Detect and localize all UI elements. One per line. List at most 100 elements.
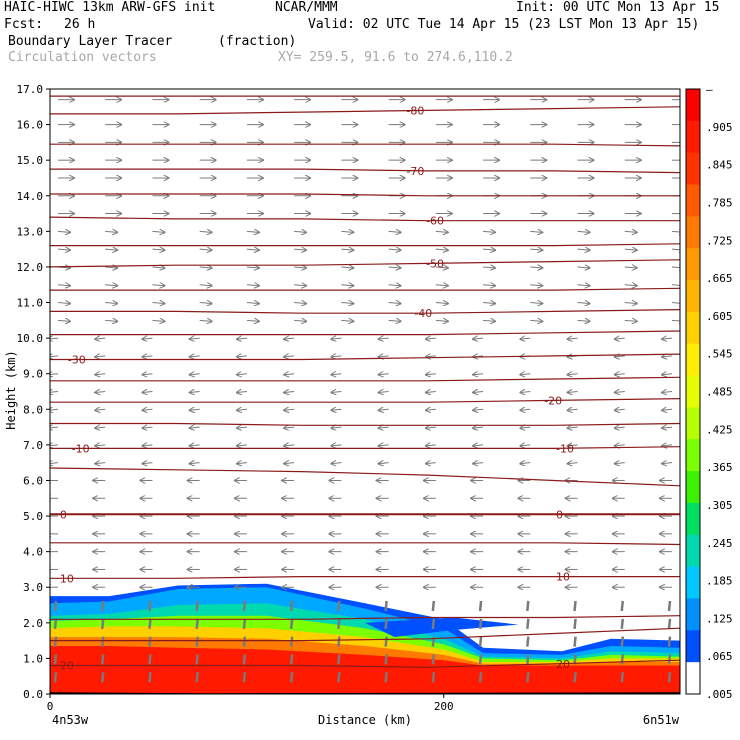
tracer-band-core bbox=[50, 646, 680, 694]
vector-arrow bbox=[478, 654, 483, 665]
vector-arrow bbox=[624, 249, 637, 250]
vector-arrow bbox=[337, 600, 341, 612]
vector-arrow bbox=[435, 231, 448, 232]
vector-arrow bbox=[237, 409, 247, 410]
vector-arrow bbox=[50, 463, 59, 464]
vector-arrow bbox=[284, 338, 295, 339]
vector-arrow bbox=[199, 303, 212, 304]
vector-arrow bbox=[379, 392, 389, 393]
vector-arrow bbox=[530, 231, 542, 232]
vector-arrow bbox=[526, 636, 530, 647]
colorbar-label: .665 bbox=[706, 272, 733, 285]
vector-arrow bbox=[615, 374, 625, 375]
colorbar-label: .065 bbox=[706, 650, 733, 663]
vector-arrow bbox=[667, 654, 672, 665]
contour-line--20 bbox=[50, 398, 680, 403]
contour-label: 0 bbox=[556, 508, 563, 521]
colorbar-cell bbox=[686, 280, 700, 313]
vector-arrow bbox=[105, 320, 117, 321]
vector-arrow bbox=[341, 285, 353, 286]
colorbar-cell bbox=[686, 216, 700, 249]
vector-arrow bbox=[478, 600, 483, 612]
y-axis: 0.0 1.0 2.0 3.0 4.0 5.0 6.0 7.0 8.0 9.0 10.0 11.0 12… bbox=[17, 83, 50, 701]
x-left-endpoint: 4n53w bbox=[52, 713, 89, 727]
vector-arrow bbox=[246, 303, 259, 304]
vector-arrow bbox=[57, 285, 70, 286]
vector-arrow bbox=[671, 267, 680, 268]
colorbar-cell bbox=[686, 502, 700, 536]
vector-arrow bbox=[242, 672, 247, 683]
vector-arrow bbox=[199, 249, 212, 250]
vector-arrow bbox=[237, 374, 247, 375]
x-axis-title: Distance (km) bbox=[318, 713, 412, 727]
vector-arrow bbox=[426, 409, 436, 410]
vector-arrow bbox=[530, 303, 542, 304]
vector-arrow bbox=[246, 267, 259, 268]
y-tick-label: 0.0 bbox=[23, 688, 43, 701]
vector-arrow bbox=[431, 600, 436, 612]
vector-arrow bbox=[520, 445, 531, 446]
vector-arrow bbox=[341, 320, 353, 321]
vector-arrow bbox=[53, 654, 58, 665]
vector-arrow bbox=[624, 231, 637, 232]
vector-arrow bbox=[667, 618, 672, 629]
vector-arrow bbox=[530, 285, 542, 286]
vector-arrow bbox=[620, 618, 625, 629]
colorbar-cell bbox=[686, 439, 700, 472]
vector-arrow bbox=[337, 672, 341, 683]
vector-arrow bbox=[568, 445, 578, 446]
vector-arrow bbox=[478, 636, 483, 647]
vector-arrow bbox=[294, 231, 306, 232]
vector-arrow bbox=[573, 618, 577, 629]
vector-arrow bbox=[246, 249, 259, 250]
vector-arrow bbox=[624, 303, 637, 304]
vector-arrow bbox=[671, 320, 680, 321]
vector-arrow bbox=[50, 356, 59, 357]
vector-arrow bbox=[152, 231, 164, 232]
vector-arrow bbox=[199, 267, 212, 268]
colorbar-cell bbox=[686, 534, 700, 568]
vector-arrow bbox=[388, 303, 401, 304]
vector-arrow bbox=[246, 231, 259, 232]
vector-arrow bbox=[284, 409, 295, 410]
vector-arrow bbox=[294, 267, 306, 268]
vector-arrow bbox=[426, 392, 436, 393]
contour-line bbox=[50, 615, 680, 620]
vector-arrow bbox=[284, 463, 295, 464]
vector-arrow bbox=[577, 320, 590, 321]
contour-line bbox=[50, 330, 680, 336]
vector-arrow bbox=[520, 427, 531, 428]
contour-line--60 bbox=[50, 216, 680, 222]
contour-label: -40 bbox=[414, 307, 432, 320]
vector-arrow bbox=[520, 463, 531, 464]
y-tick-label: 17.0 bbox=[17, 83, 44, 96]
vector-arrow bbox=[379, 445, 389, 446]
vector-arrow bbox=[615, 409, 625, 410]
y-tick-label: 7.0 bbox=[23, 439, 43, 452]
vector-arrow bbox=[148, 618, 152, 629]
vector-arrow bbox=[384, 672, 388, 683]
contour-line bbox=[50, 542, 680, 546]
vector-arrow bbox=[341, 267, 353, 268]
vector-arrow bbox=[331, 338, 342, 339]
x-axis: 0 200 bbox=[47, 694, 454, 713]
contour-line bbox=[50, 467, 680, 487]
vector-arrow bbox=[615, 392, 625, 393]
vector-arrow bbox=[662, 338, 673, 339]
vector-arrow bbox=[573, 600, 577, 612]
contour-label: 10 bbox=[556, 571, 570, 584]
vector-arrow bbox=[384, 618, 388, 629]
vector-arrow bbox=[520, 338, 531, 339]
vector-arrow bbox=[615, 463, 625, 464]
y-tick-label: 1.0 bbox=[23, 652, 43, 665]
vector-arrow bbox=[667, 672, 672, 683]
vector-arrow bbox=[246, 320, 259, 321]
vector-arrow bbox=[148, 636, 152, 647]
y-axis-title: Height (km) bbox=[4, 350, 18, 429]
x-tick-label: 200 bbox=[434, 700, 454, 713]
circulation-vectors bbox=[50, 100, 680, 683]
colorbar-label: .725 bbox=[706, 234, 733, 247]
vector-arrow bbox=[152, 303, 164, 304]
vector-arrow bbox=[483, 231, 495, 232]
contour-label: -50 bbox=[426, 257, 444, 270]
